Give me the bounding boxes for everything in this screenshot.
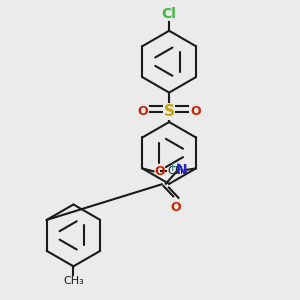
Text: O: O: [190, 105, 201, 118]
Text: CH₃: CH₃: [63, 276, 84, 286]
Text: S: S: [164, 104, 175, 119]
Text: O: O: [155, 165, 165, 178]
Text: H: H: [171, 164, 179, 173]
Text: N: N: [176, 163, 187, 177]
Text: Cl: Cl: [162, 7, 177, 21]
Text: O: O: [137, 105, 148, 118]
Text: CH₃: CH₃: [167, 166, 188, 176]
Text: O: O: [170, 201, 181, 214]
